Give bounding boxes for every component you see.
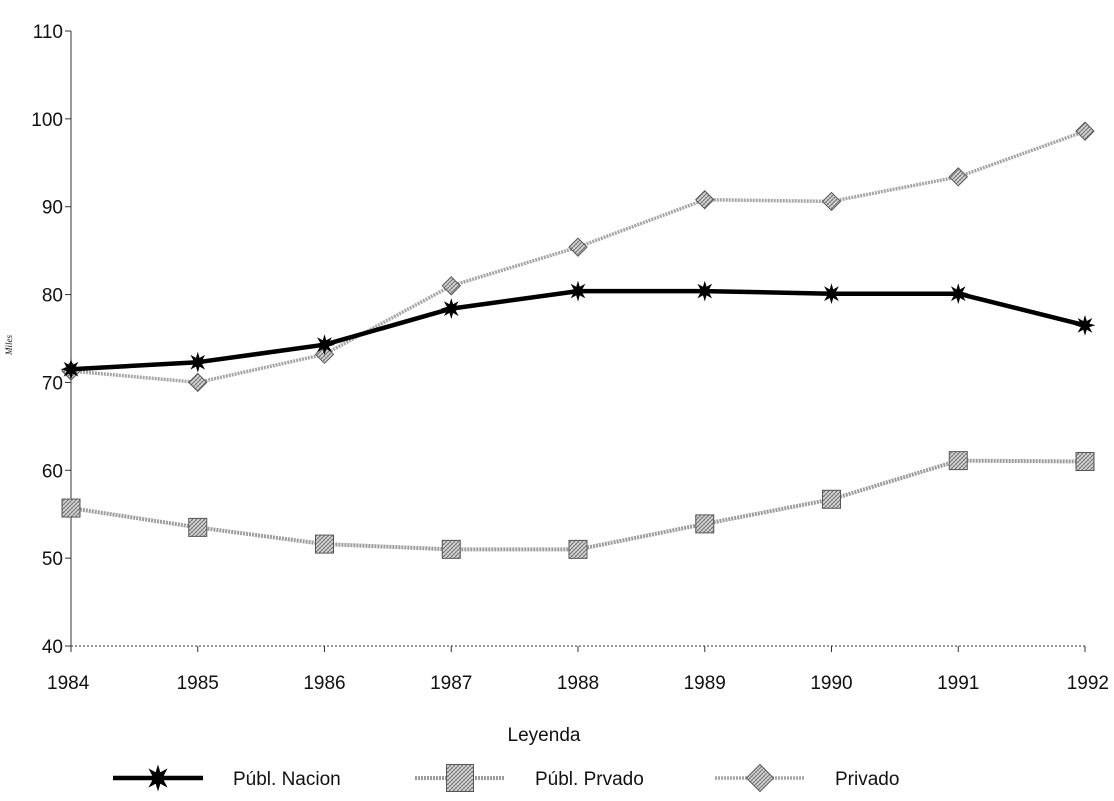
data-point bbox=[441, 539, 461, 559]
data-point bbox=[188, 517, 208, 537]
y-tick-label: 50 bbox=[42, 549, 63, 570]
data-point bbox=[440, 298, 462, 320]
legend-item: Públ. Prvado bbox=[415, 764, 644, 792]
series-p-bl-nacion bbox=[60, 280, 1096, 380]
data-point bbox=[568, 539, 588, 559]
y-axis: Miles 40 50 60 70 80 90 100 110 bbox=[4, 22, 72, 658]
x-tick-label: 1984 bbox=[47, 673, 90, 694]
legend-label: Públ. Nacion bbox=[233, 769, 341, 790]
data-point bbox=[694, 280, 716, 302]
x-tick-label: 1986 bbox=[303, 673, 345, 694]
x-tick-label: 1992 bbox=[1067, 673, 1109, 694]
data-point bbox=[1074, 314, 1096, 336]
data-point bbox=[821, 283, 842, 305]
data-point bbox=[188, 372, 208, 393]
y-axis-label: Miles bbox=[4, 335, 14, 356]
y-tick-label: 80 bbox=[42, 286, 63, 307]
data-point bbox=[441, 276, 461, 296]
data-point bbox=[822, 489, 841, 509]
data-point bbox=[187, 351, 209, 373]
series-p-bl-prvado bbox=[61, 451, 1095, 559]
y-tick-label: 70 bbox=[42, 373, 63, 394]
x-ticks: 1984 1985 1986 1987 1988 1989 1990 1991 1992 bbox=[47, 646, 1109, 694]
y-ticks: 40 50 60 70 80 90 100 110 bbox=[31, 22, 71, 658]
y-tick-label: 100 bbox=[31, 110, 63, 131]
x-tick-label: 1988 bbox=[557, 673, 599, 694]
data-point bbox=[1075, 452, 1095, 471]
x-tick-label: 1990 bbox=[810, 673, 852, 694]
data-point bbox=[568, 237, 588, 257]
legend-title: Leyenda bbox=[508, 725, 581, 746]
data-point bbox=[695, 189, 715, 210]
legend-marker bbox=[144, 764, 172, 792]
data-point bbox=[61, 498, 81, 518]
data-point bbox=[948, 167, 968, 187]
legend-item: Públ. Nacion bbox=[113, 764, 341, 792]
data-point bbox=[695, 514, 715, 534]
data-point bbox=[948, 451, 968, 471]
x-tick-label: 1991 bbox=[937, 673, 979, 694]
y-tick-label: 40 bbox=[42, 637, 63, 658]
y-tick-label: 90 bbox=[42, 198, 63, 219]
legend-item: Privado bbox=[715, 763, 899, 793]
series-privado bbox=[61, 121, 1095, 393]
y-tick-label: 60 bbox=[42, 461, 63, 482]
data-point bbox=[821, 191, 842, 212]
legend: Leyenda Públ. Nacion Públ. Prvado Privado bbox=[113, 725, 899, 793]
data-point bbox=[947, 283, 969, 305]
series-line bbox=[70, 288, 1086, 372]
legend-label: Privado bbox=[835, 769, 899, 790]
legend-marker bbox=[745, 763, 775, 793]
x-axis: 1984 1985 1986 1987 1988 1989 1990 1991 1992 bbox=[47, 645, 1109, 694]
legend-items: Públ. Nacion Públ. Prvado Privado bbox=[113, 763, 899, 793]
data-point bbox=[567, 280, 589, 302]
series-line bbox=[70, 458, 1086, 552]
x-tick-label: 1987 bbox=[430, 673, 472, 694]
data-point bbox=[1075, 121, 1095, 141]
legend-label: Públ. Prvado bbox=[535, 769, 644, 790]
data-point bbox=[314, 334, 335, 356]
data-point bbox=[60, 358, 82, 380]
x-tick-label: 1989 bbox=[684, 673, 726, 694]
x-tick-label: 1985 bbox=[177, 673, 219, 694]
plot-area bbox=[60, 121, 1096, 559]
y-tick-label: 110 bbox=[33, 22, 63, 43]
legend-marker bbox=[446, 764, 474, 792]
data-point bbox=[315, 534, 334, 554]
